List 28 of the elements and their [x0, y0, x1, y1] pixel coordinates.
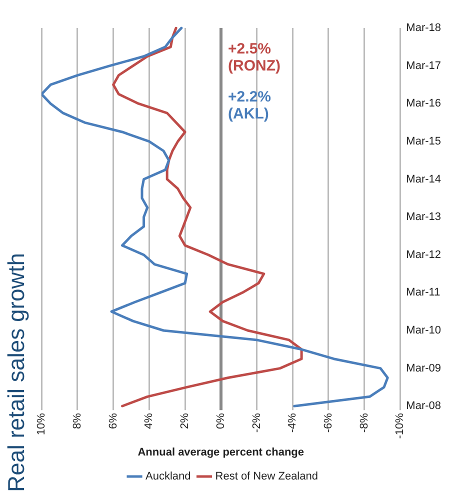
- x-tick-label: -4%: [286, 412, 299, 433]
- y-tick-label: Mar-16: [406, 98, 441, 110]
- legend-label: Rest of New Zealand: [215, 470, 318, 483]
- y-tick-label: Mar-08: [406, 400, 441, 412]
- y-tick-label: Mar-14: [406, 173, 441, 186]
- y-tick-label: Mar-10: [406, 324, 441, 337]
- x-tick-label: 4%: [143, 412, 156, 430]
- x-axis-title: Annual average percent change: [138, 446, 304, 458]
- x-tick-label: 0%: [214, 412, 227, 430]
- x-tick-label: -10%: [394, 412, 406, 439]
- x-tick-label: 8%: [71, 412, 84, 430]
- y-tick-label: Mar-12: [406, 248, 441, 261]
- legend-label: Auckland: [146, 470, 191, 483]
- y-tick-label: Mar-11: [406, 286, 440, 299]
- x-tick-label: -2%: [250, 412, 263, 433]
- y-tick-label: Mar-17: [406, 60, 441, 72]
- annotation: +2.2% (AKL): [228, 88, 272, 123]
- x-tick-label: 10%: [36, 412, 48, 436]
- text: Real retail sales growth: [3, 252, 30, 492]
- x-tick-label: -8%: [358, 412, 370, 433]
- y-tick-label: Mar-13: [406, 211, 441, 224]
- y-tick-label: Mar-18: [406, 22, 441, 34]
- y-tick-label: Mar-15: [406, 135, 441, 148]
- annotation: +2.5% (RONZ): [228, 40, 281, 75]
- y-tick-label: Mar-09: [406, 362, 441, 374]
- x-tick-label: 6%: [107, 412, 120, 430]
- x-tick-label: 2%: [179, 412, 192, 430]
- x-tick-label: -6%: [322, 412, 334, 433]
